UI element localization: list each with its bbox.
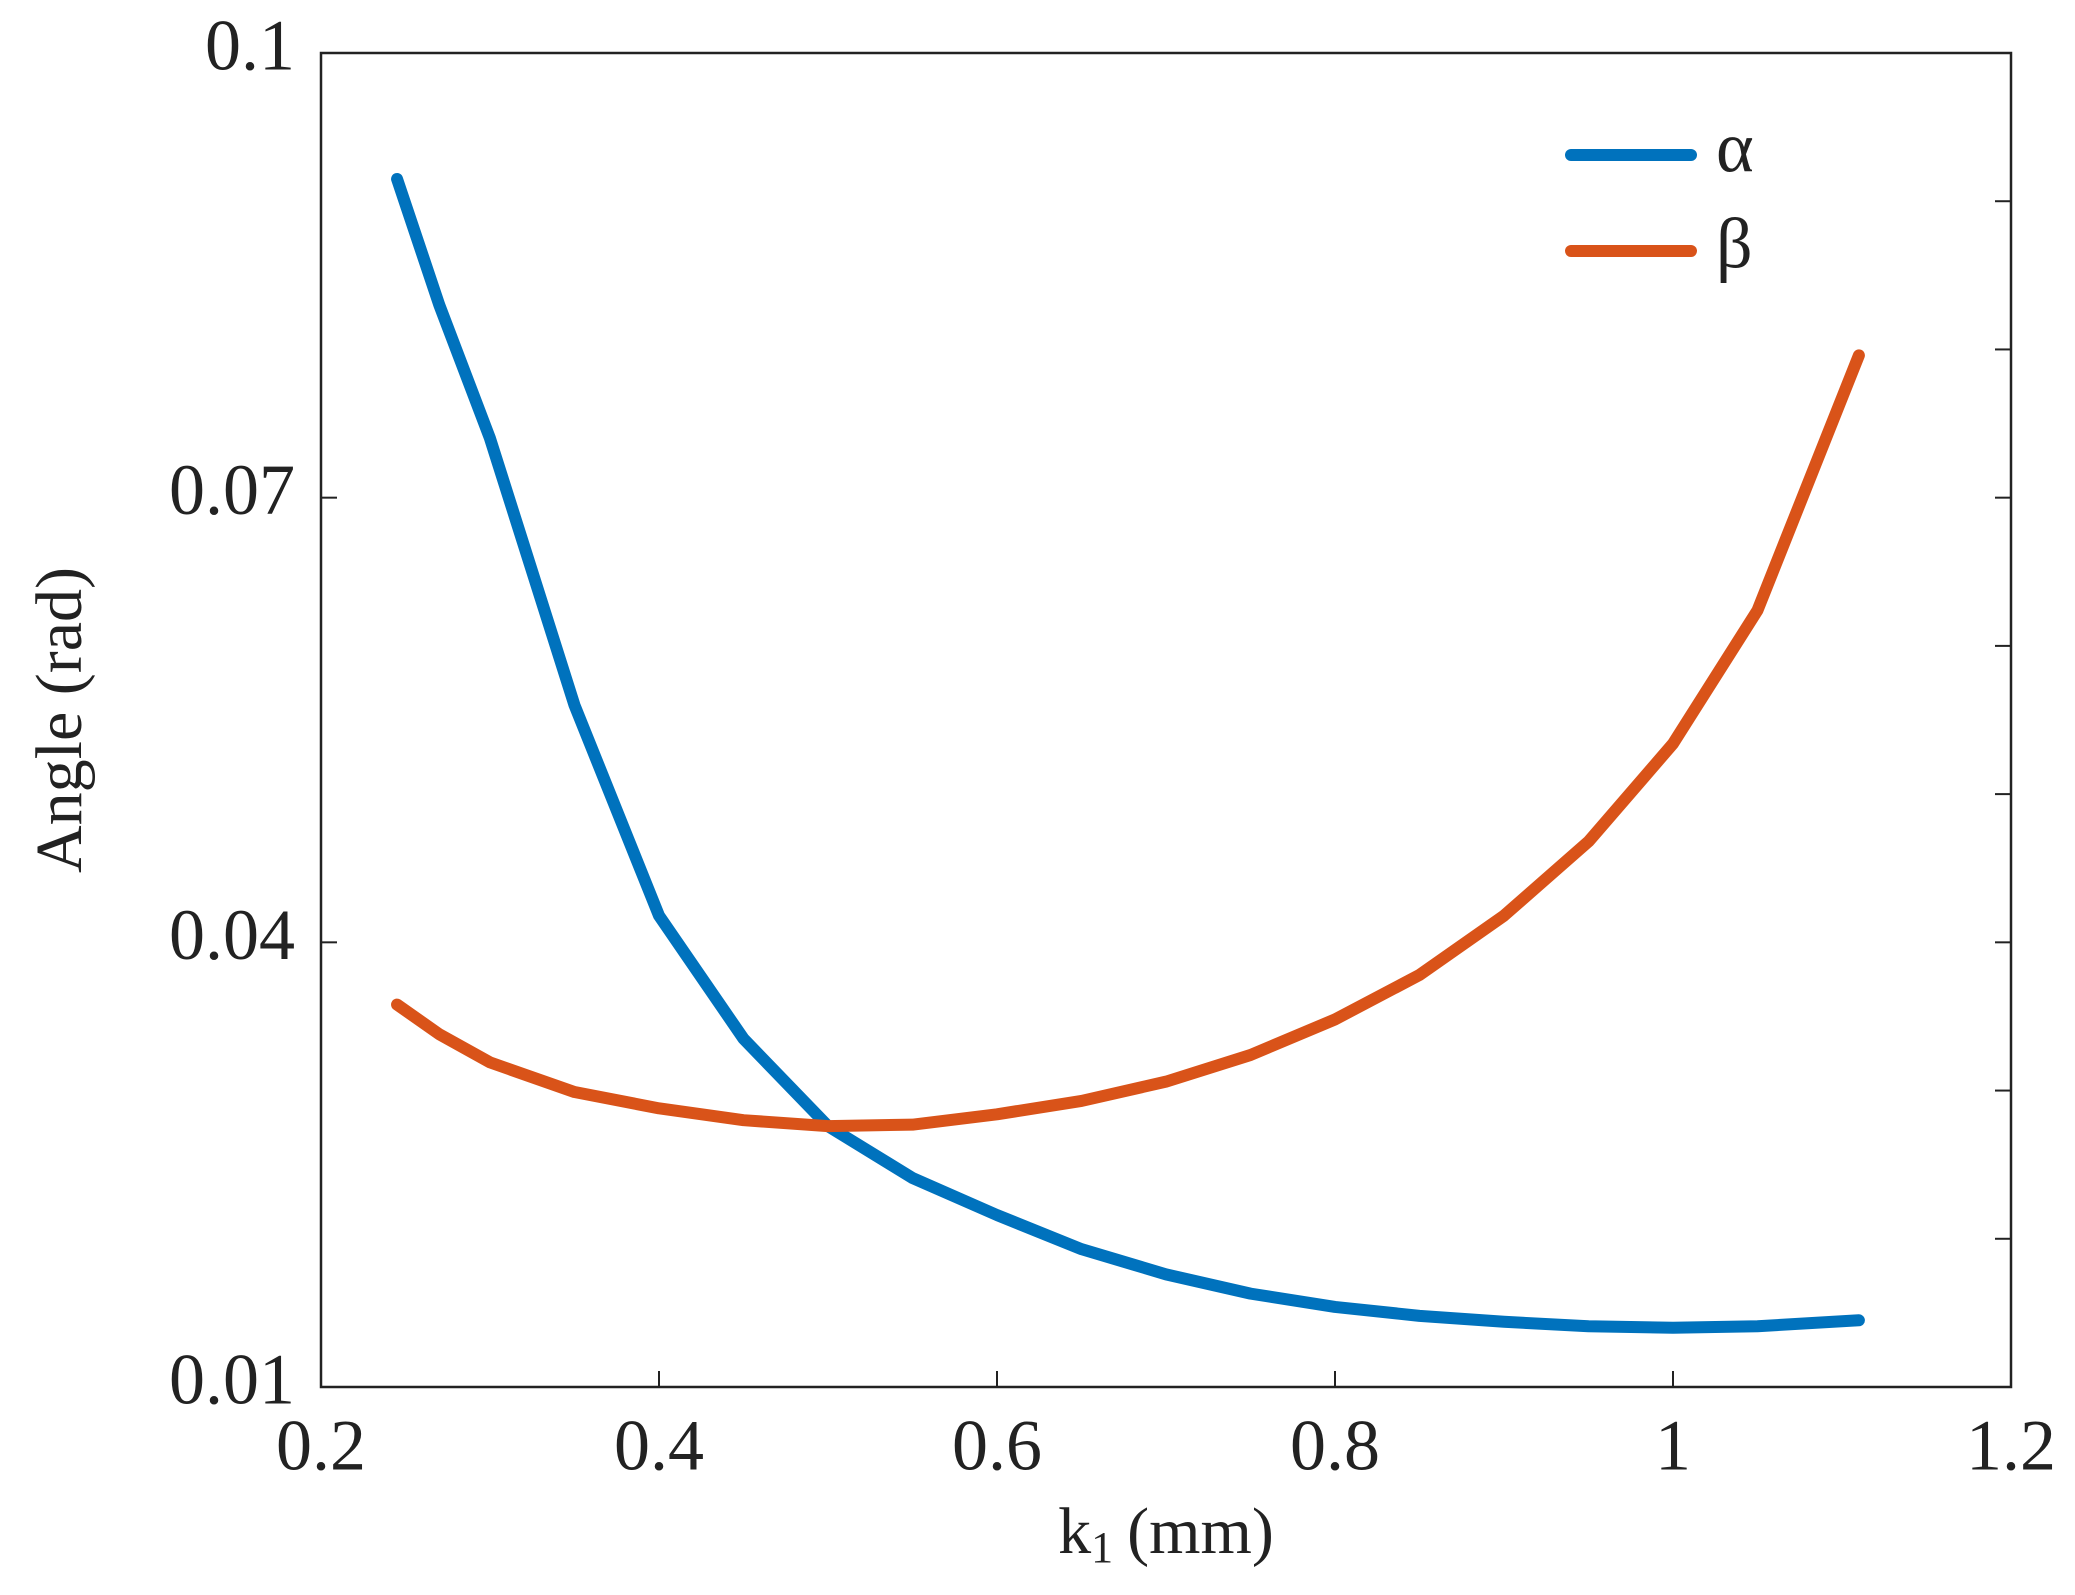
data-line [391, 172, 1865, 1334]
y-tick-label: 0.1 [205, 6, 295, 86]
y-tick-label: 0.07 [169, 450, 295, 530]
x-label-symbol: k [1058, 1495, 1091, 1568]
x-axis-label: k1 (mm) [1058, 1495, 1274, 1572]
x-tick-label: 1 [1655, 1406, 1691, 1486]
plot-frame [319, 51, 2013, 1389]
legend-label: α [1716, 108, 1754, 188]
x-tick-label: 0.6 [952, 1406, 1042, 1486]
y-tick-label: 0.04 [169, 895, 295, 975]
y-axis-label: Angle (rad) [23, 567, 96, 873]
x-label-subscript: 1 [1091, 1523, 1113, 1572]
x-tick-label: 1.2 [1966, 1406, 2056, 1486]
legend-label: β [1716, 204, 1753, 284]
x-tick-label: 0.2 [276, 1406, 366, 1486]
data-line [391, 349, 1865, 1133]
x-tick-label: 0.4 [614, 1406, 704, 1486]
x-tick-label: 0.8 [1290, 1406, 1380, 1486]
y-tick-label: 0.01 [169, 1340, 295, 1420]
x-label-unit: (mm) [1127, 1495, 1274, 1568]
